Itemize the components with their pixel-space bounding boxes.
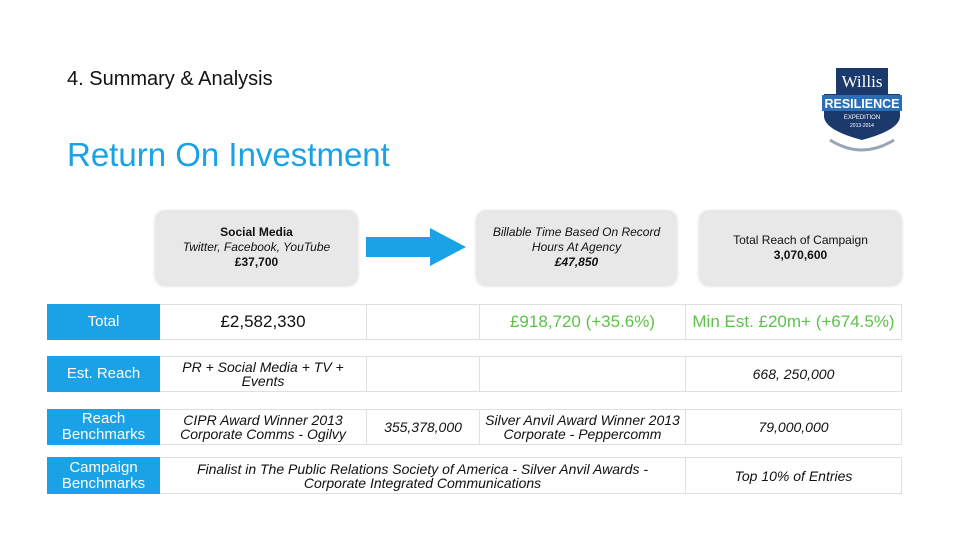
total-reach-estimate: Min Est. £20m+ (+674.5%) — [686, 304, 902, 340]
campaign-benchmarks-label: Campaign Benchmarks — [47, 457, 160, 494]
est-reach-sources-line2: Events — [241, 373, 285, 389]
billable-line1: Billable Time Based On Record — [492, 225, 661, 239]
total-label: Total — [47, 304, 160, 340]
est-reach-empty-cell-2 — [480, 356, 686, 392]
campaign-benchmarks-row: Campaign Benchmarks Finalist in The Publ… — [47, 457, 902, 494]
social-media-value: £37,700 — [234, 255, 279, 269]
est-reach-empty-cell-1 — [367, 356, 480, 392]
social-media-title: Social Media — [220, 225, 293, 239]
campaign-benchmarks-label-line1: Campaign — [69, 458, 138, 476]
est-reach-sources-line1: PR + Social Media + TV + — [182, 359, 344, 375]
cipr-award-line2: Corporate Comms - Ogilvy — [180, 426, 346, 442]
silver-anvil-reach-value: 79,000,000 — [686, 409, 902, 445]
est-reach-label: Est. Reach — [47, 356, 160, 392]
page-title: Return On Investment — [67, 136, 390, 173]
cipr-award-line1: CIPR Award Winner 2013 — [183, 412, 343, 428]
total-reach-value: 3,070,600 — [773, 247, 828, 262]
reach-benchmarks-label-line2: Benchmarks — [61, 426, 146, 443]
top-entries-value: Top 10% of Entries — [686, 457, 902, 494]
social-media-subtitle: Twitter, Facebook, YouTube — [182, 240, 331, 254]
svg-text:EXPEDITION: EXPEDITION — [844, 115, 880, 121]
svg-text:RESILIENCE: RESILIENCE — [824, 97, 899, 111]
silver-anvil-line1: Silver Anvil Award Winner 2013 — [485, 412, 680, 428]
est-reach-sources: PR + Social Media + TV + Events — [160, 356, 367, 392]
willis-resilience-logo: Willis RESILIENCE EXPEDITION 2013-2014 — [822, 68, 902, 152]
est-reach-row: Est. Reach PR + Social Media + TV + Even… — [47, 356, 902, 392]
right-arrow-icon — [366, 228, 466, 266]
svg-text:Willis: Willis — [842, 72, 883, 91]
total-row: Total £2,582,330 £918,720 (+35.6%) Min E… — [47, 304, 902, 340]
total-value: £2,582,330 — [160, 304, 367, 340]
total-reach-card: Total Reach of Campaign 3,070,600 — [699, 210, 902, 285]
finalist-line2: Corporate Integrated Communications — [303, 474, 542, 491]
cipr-reach-value: 355,378,000 — [367, 409, 480, 445]
finalist-line1: Finalist in The Public Relations Society… — [196, 460, 648, 477]
section-title: 4. Summary & Analysis — [67, 68, 273, 90]
social-media-card: Social Media Twitter, Facebook, YouTube … — [155, 210, 358, 285]
total-billable-value: £918,720 (+35.6%) — [480, 304, 686, 340]
total-reach-title: Total Reach of Campaign — [733, 232, 868, 247]
silver-anvil-line2: Corporate - Peppercomm — [503, 426, 662, 442]
est-reach-value: 668, 250,000 — [686, 356, 902, 392]
billable-value: £47,850 — [554, 255, 599, 269]
billable-line2: Hours At Agency — [531, 240, 622, 254]
finalist-cell: Finalist in The Public Relations Society… — [160, 457, 686, 494]
reach-benchmarks-row: Reach Benchmarks CIPR Award Winner 2013 … — [47, 409, 902, 445]
total-empty-cell — [367, 304, 480, 340]
cipr-award-cell: CIPR Award Winner 2013 Corporate Comms -… — [160, 409, 367, 445]
silver-anvil-award-cell: Silver Anvil Award Winner 2013 Corporate… — [480, 409, 686, 445]
reach-benchmarks-label-line1: Reach — [81, 410, 126, 427]
campaign-benchmarks-label-line2: Benchmarks — [61, 474, 146, 492]
reach-benchmarks-label: Reach Benchmarks — [47, 409, 160, 445]
svg-text:2013-2014: 2013-2014 — [850, 123, 874, 129]
billable-time-card: Billable Time Based On Record Hours At A… — [476, 210, 677, 285]
